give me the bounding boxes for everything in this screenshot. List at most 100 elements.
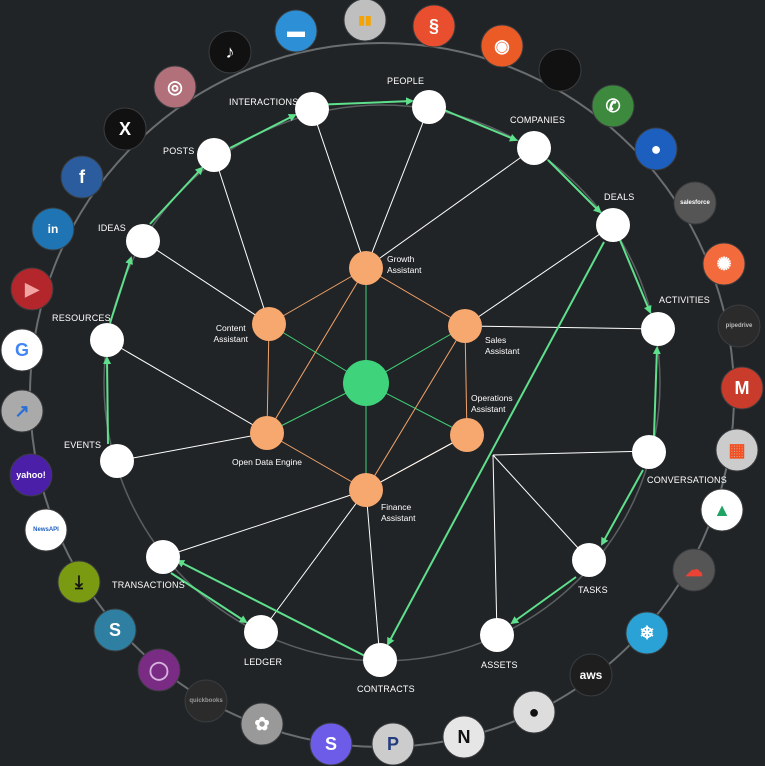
stripe-swirl-icon-glyph: §	[429, 16, 439, 36]
label-contracts: CONTRACTS	[357, 684, 415, 694]
node-operations-assistant[interactable]	[450, 418, 484, 452]
instagram-icon-glyph: ◎	[167, 77, 183, 97]
quickbooks-icon-glyph: quickbooks	[189, 698, 223, 704]
openai-icon[interactable]: ✿	[240, 702, 284, 746]
stripe-swirl-icon[interactable]: §	[412, 4, 456, 48]
whatsapp-icon[interactable]: ✆	[591, 84, 635, 128]
aws-icon[interactable]: aws	[569, 653, 613, 697]
google-cloud-icon-badge	[672, 548, 716, 592]
download-icon[interactable]: ⤓	[57, 560, 101, 604]
tiktok-icon[interactable]: ♪	[208, 30, 252, 74]
ring-app-icon-glyph: ◯	[149, 660, 169, 681]
stripe-icon[interactable]: S	[309, 722, 353, 766]
google-cloud-icon[interactable]: ☁	[672, 548, 716, 592]
gmail-icon-glyph: M	[735, 378, 750, 398]
node-companies[interactable]	[517, 131, 551, 165]
node-ledger[interactable]	[244, 615, 278, 649]
aws-icon-badge	[569, 653, 613, 697]
linkedin-icon[interactable]: in	[31, 207, 75, 251]
microsoft-icon[interactable]: ▦	[715, 428, 759, 472]
label-companies: COMPANIES	[510, 115, 565, 125]
label-finance-assistant: Finance Assistant	[381, 502, 416, 523]
google-analytics-icon[interactable]: ▮▮	[343, 0, 387, 42]
semrush-icon[interactable]: ◉	[480, 24, 524, 68]
scribd-icon[interactable]: S	[93, 608, 137, 652]
label-interactions: INTERACTIONS	[229, 97, 298, 107]
notion-icon-glyph: N	[458, 727, 471, 747]
yahoo-finance-icon[interactable]: yahoo!	[9, 453, 53, 497]
label-events: EVENTS	[64, 440, 101, 450]
messaging-icon[interactable]: ▬	[274, 9, 318, 53]
x-icon[interactable]: X	[103, 107, 147, 151]
hubspot-icon-glyph: ✺	[716, 254, 731, 274]
node-assets[interactable]	[480, 618, 514, 652]
ring-app-icon-badge	[137, 648, 181, 692]
quickbooks-icon[interactable]: quickbooks	[184, 679, 228, 723]
node-interactions[interactable]	[295, 92, 329, 126]
node-posts[interactable]	[197, 138, 231, 172]
apple-icon[interactable]	[538, 48, 582, 92]
node-resources[interactable]	[90, 323, 124, 357]
notion-icon[interactable]: N	[442, 715, 486, 759]
salesforce-icon-glyph: salesforce	[680, 200, 710, 206]
gmail-icon[interactable]: M	[720, 366, 764, 410]
apple-icon-badge	[538, 48, 582, 92]
label-deals: DEALS	[604, 192, 635, 202]
link-edges	[106, 106, 659, 661]
node-deals[interactable]	[596, 208, 630, 242]
trend-icon-badge	[0, 389, 44, 433]
label-people: PEOPLE	[387, 76, 424, 86]
node-events[interactable]	[100, 444, 134, 478]
semrush-icon-glyph: ◉	[494, 36, 510, 56]
node-open-data-engine[interactable]	[250, 416, 284, 450]
trend-icon[interactable]: ↗	[0, 389, 44, 433]
github-icon[interactable]: ●	[512, 690, 556, 734]
node-tasks[interactable]	[572, 543, 606, 577]
yahoo-finance-icon-glyph: yahoo!	[16, 470, 46, 480]
instagram-icon[interactable]: ◎	[153, 65, 197, 109]
pipedrive-icon[interactable]: pipedrive	[717, 304, 761, 348]
google-icon-glyph: G	[15, 340, 29, 360]
pipedrive-icon-glyph: pipedrive	[726, 323, 753, 329]
github-icon-badge	[512, 690, 556, 734]
contacts-icon[interactable]: ●	[634, 127, 678, 171]
instagram-icon-badge	[153, 65, 197, 109]
scribd-icon-badge	[93, 608, 137, 652]
label-operations-assistant: Operations Assistant	[471, 393, 515, 414]
youtube-icon[interactable]: ▶	[10, 267, 54, 311]
label-conversations: CONVERSATIONS	[647, 475, 727, 485]
node-contracts[interactable]	[363, 643, 397, 677]
flow-arrows	[103, 97, 661, 657]
trend-icon-glyph: ↗	[14, 401, 29, 421]
label-transactions: TRANSACTIONS	[112, 580, 185, 590]
newsapi-icon[interactable]: NewsAPI	[24, 508, 68, 552]
google-drive-icon[interactable]: ▲	[700, 488, 744, 532]
newsapi-icon-badge	[24, 508, 68, 552]
github-icon-glyph: ●	[529, 702, 540, 722]
salesforce-icon[interactable]: salesforce	[673, 181, 717, 225]
node-growth-assistant[interactable]	[349, 251, 383, 285]
ring-app-icon[interactable]: ◯	[137, 648, 181, 692]
paypal-icon[interactable]: P	[371, 722, 415, 766]
facebook-icon[interactable]: f	[60, 155, 104, 199]
node-content-assistant[interactable]	[252, 307, 286, 341]
hubspot-icon-badge	[702, 242, 746, 286]
contacts-icon-badge	[634, 127, 678, 171]
node-ideas[interactable]	[126, 224, 160, 258]
label-resources: RESOURCES	[52, 313, 111, 323]
node-people[interactable]	[412, 90, 446, 124]
hubspot-icon[interactable]: ✺	[702, 242, 746, 286]
node-sales-assistant[interactable]	[448, 309, 482, 343]
google-cloud-icon-glyph: ☁	[685, 560, 703, 580]
node-transactions[interactable]	[146, 540, 180, 574]
node-activities[interactable]	[641, 312, 675, 346]
openai-icon-glyph: ✿	[254, 714, 269, 734]
snowflake-icon-glyph: ❄	[639, 623, 654, 643]
node-conversations[interactable]	[632, 435, 666, 469]
google-icon[interactable]: G	[0, 328, 44, 372]
google-drive-icon-glyph: ▲	[713, 500, 731, 520]
snowflake-icon[interactable]: ❄	[625, 611, 669, 655]
core-node[interactable]	[343, 360, 389, 406]
node-finance-assistant[interactable]	[349, 473, 383, 507]
